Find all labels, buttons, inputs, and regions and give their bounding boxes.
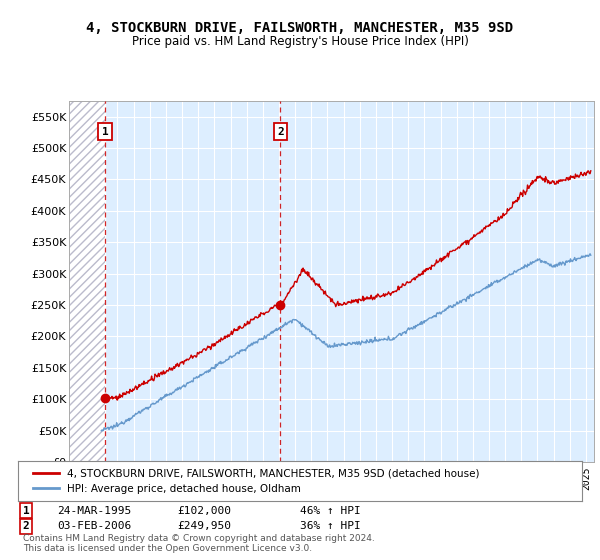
- Text: £102,000: £102,000: [177, 506, 231, 516]
- Text: 36% ↑ HPI: 36% ↑ HPI: [300, 521, 361, 531]
- Text: 24-MAR-1995: 24-MAR-1995: [57, 506, 131, 516]
- Text: 4, STOCKBURN DRIVE, FAILSWORTH, MANCHESTER, M35 9SD: 4, STOCKBURN DRIVE, FAILSWORTH, MANCHEST…: [86, 21, 514, 35]
- Text: Contains HM Land Registry data © Crown copyright and database right 2024.
This d: Contains HM Land Registry data © Crown c…: [23, 534, 374, 553]
- Text: 1: 1: [101, 127, 109, 137]
- Polygon shape: [69, 101, 105, 462]
- Text: 2: 2: [277, 127, 284, 137]
- Text: 03-FEB-2006: 03-FEB-2006: [57, 521, 131, 531]
- Text: 46% ↑ HPI: 46% ↑ HPI: [300, 506, 361, 516]
- Legend: 4, STOCKBURN DRIVE, FAILSWORTH, MANCHESTER, M35 9SD (detached house), HPI: Avera: 4, STOCKBURN DRIVE, FAILSWORTH, MANCHEST…: [29, 464, 484, 498]
- Text: 2: 2: [23, 521, 29, 531]
- Text: Price paid vs. HM Land Registry's House Price Index (HPI): Price paid vs. HM Land Registry's House …: [131, 35, 469, 48]
- Text: 1: 1: [23, 506, 29, 516]
- Text: £249,950: £249,950: [177, 521, 231, 531]
